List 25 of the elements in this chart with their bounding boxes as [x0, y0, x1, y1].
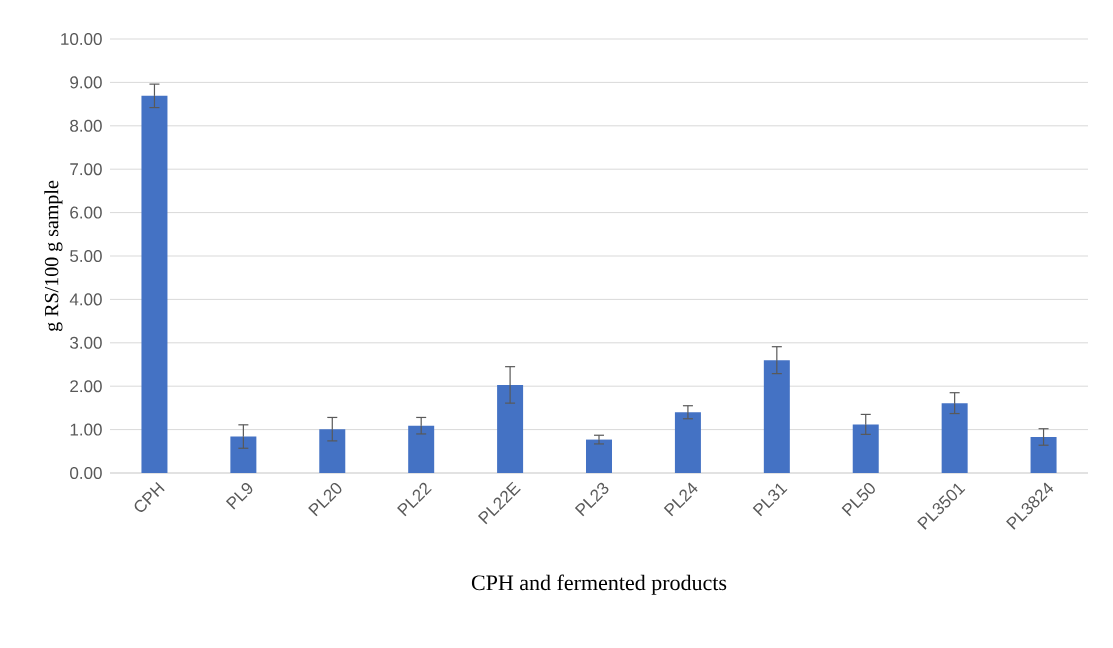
y-tick-label: 3.00 — [70, 336, 102, 349]
y-axis-title: g RS/100 g sample — [44, 180, 63, 331]
y-tick-label: 6.00 — [70, 206, 102, 219]
bar — [230, 436, 257, 473]
x-tick-label: PL9 — [225, 483, 253, 510]
bar — [141, 95, 168, 473]
y-tick-label: 8.00 — [70, 119, 102, 132]
y-tick-label: 5.00 — [70, 249, 102, 263]
y-tick-label: 2.00 — [70, 380, 102, 393]
y-tick-label: 4.00 — [69, 293, 102, 306]
bar — [763, 360, 790, 473]
bar — [941, 403, 968, 473]
y-tick-label: 7.00 — [70, 163, 102, 176]
y-tick-label: 1.00 — [70, 423, 102, 436]
y-tick-label: 9.00 — [70, 76, 102, 89]
y-tick-label: 10.00 — [61, 32, 102, 46]
bar — [1030, 436, 1057, 473]
bar — [319, 429, 346, 473]
bar — [408, 425, 435, 473]
x-axis-title: CPH and fermented products — [471, 574, 727, 595]
bar — [497, 384, 524, 473]
bar — [586, 439, 613, 473]
bar — [852, 424, 879, 473]
y-tick-label: 0.00 — [70, 466, 102, 480]
bar — [674, 412, 701, 473]
